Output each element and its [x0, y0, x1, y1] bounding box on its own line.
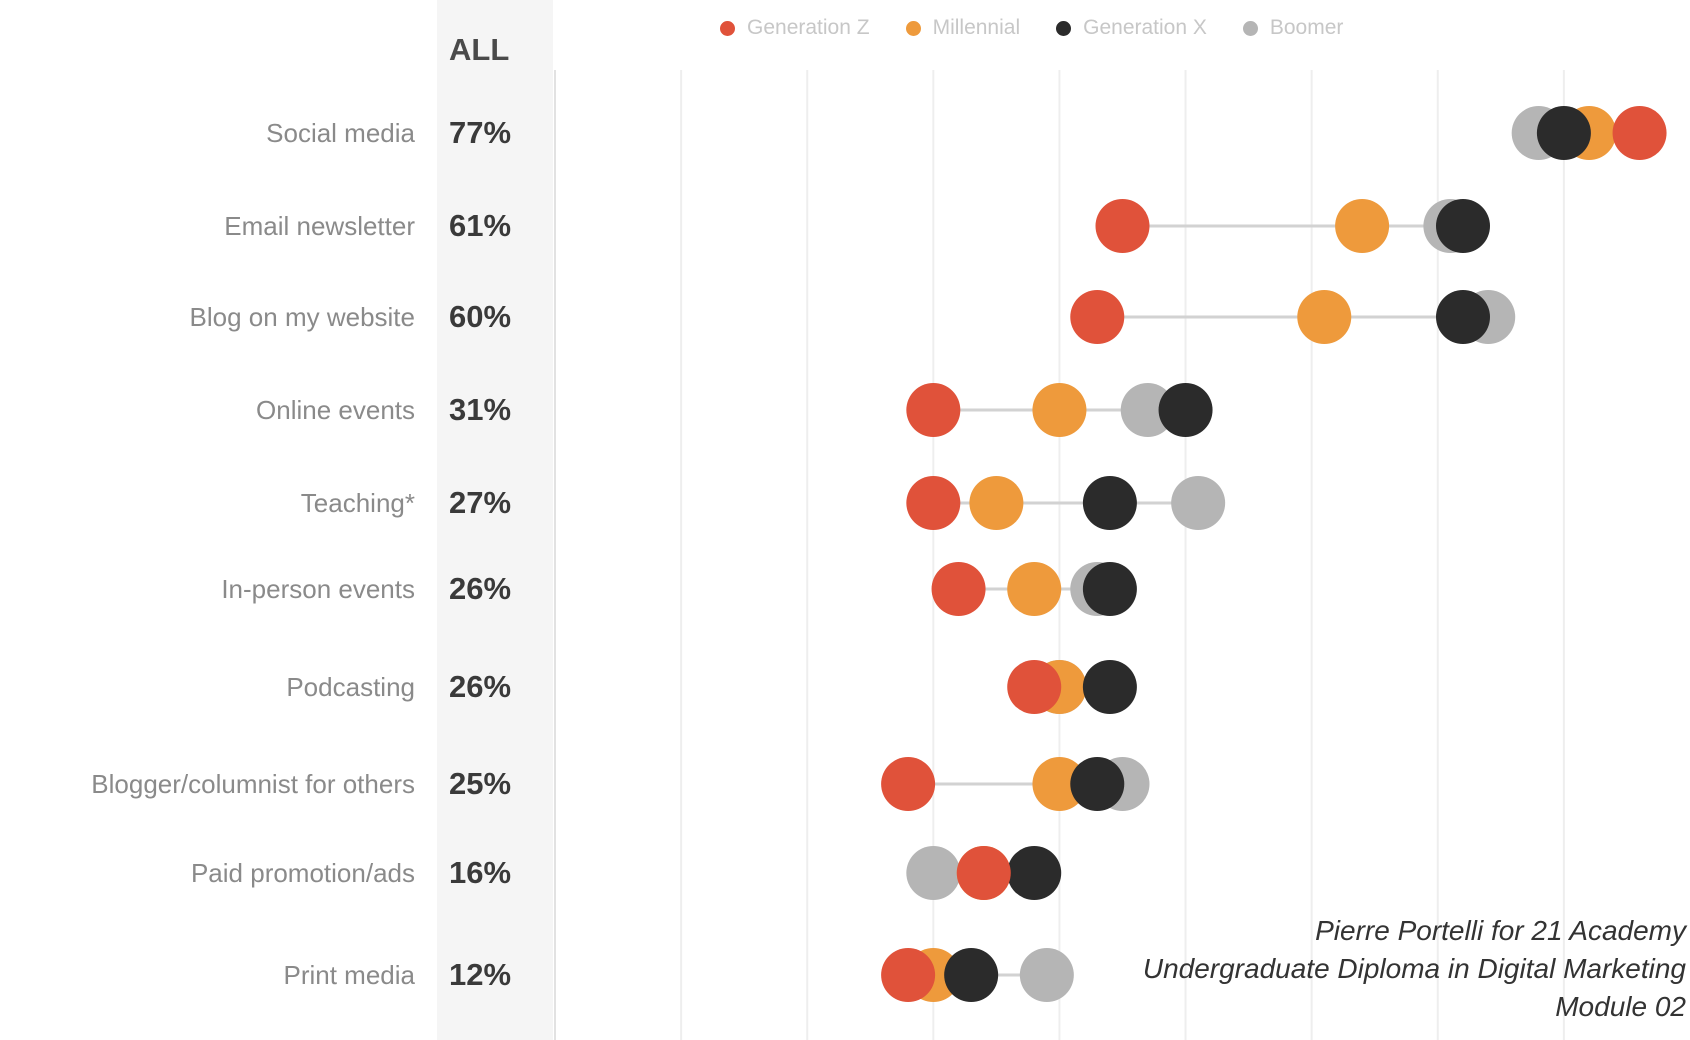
- all-percentage: 77%: [449, 115, 512, 150]
- all-percentage: 61%: [449, 208, 512, 243]
- category-label: Email newsletter: [224, 211, 415, 241]
- legend-item-generation-x[interactable]: Generation X: [1056, 16, 1207, 40]
- dot-generation-x[interactable]: [1070, 757, 1125, 811]
- all-percentage: 26%: [449, 571, 512, 606]
- all-percentage: 25%: [449, 766, 512, 801]
- legend-label: Millennial: [932, 16, 1021, 39]
- legend-swatch-millennial: [905, 20, 921, 36]
- dot-generation-z[interactable]: [1070, 290, 1125, 344]
- category-label: Paid promotion/ads: [190, 858, 415, 888]
- category-label: Print media: [283, 960, 416, 990]
- all-column-panel: [437, 0, 553, 1040]
- dot-boomer[interactable]: [1019, 948, 1074, 1002]
- legend-item-millennial[interactable]: Millennial: [905, 16, 1021, 40]
- category-label: Podcasting: [286, 672, 415, 702]
- dot-generation-z[interactable]: [881, 948, 936, 1002]
- legend: Generation Z Millennial Generation X Boo…: [720, 10, 1343, 46]
- all-percentage: 27%: [449, 485, 512, 520]
- category-label: Teaching*: [300, 488, 415, 518]
- dot-generation-x[interactable]: [1436, 290, 1490, 344]
- legend-swatch-boomer: [1242, 20, 1258, 36]
- all-percentage: 16%: [449, 855, 512, 890]
- dot-boomer[interactable]: [1171, 476, 1226, 530]
- all-percentage: 26%: [449, 669, 512, 704]
- legend-item-generation-z[interactable]: Generation Z: [720, 16, 870, 40]
- dot-generation-x[interactable]: [1082, 660, 1137, 714]
- dot-generation-x[interactable]: [1082, 476, 1137, 530]
- all-percentage: 12%: [449, 957, 512, 992]
- legend-item-boomer[interactable]: Boomer: [1242, 16, 1344, 40]
- dot-generation-x[interactable]: [944, 948, 999, 1002]
- legend-label: Generation Z: [747, 16, 870, 39]
- dot-boomer[interactable]: [1120, 383, 1175, 437]
- legend-label: Boomer: [1269, 16, 1344, 39]
- dot-generation-z[interactable]: [931, 562, 986, 616]
- legend-swatch-generation-z: [720, 20, 735, 36]
- dot-millennial[interactable]: [1297, 290, 1352, 344]
- dot-generation-x[interactable]: [1158, 383, 1213, 437]
- all-column-header: ALL: [449, 32, 510, 67]
- category-label: Blog on my website: [189, 302, 415, 332]
- legend-label: Generation X: [1083, 16, 1207, 39]
- dot-generation-x[interactable]: [1536, 106, 1591, 160]
- dot-boomer[interactable]: [906, 846, 961, 900]
- dot-millennial[interactable]: [1032, 757, 1087, 811]
- category-label: Blogger/columnist for others: [91, 769, 415, 799]
- dot-millennial[interactable]: [969, 476, 1024, 530]
- dot-generation-z[interactable]: [1612, 106, 1667, 160]
- dot-generation-z[interactable]: [956, 846, 1011, 900]
- credit-course: Undergraduate Diploma in Digital Marketi…: [1142, 953, 1686, 984]
- category-label: Online events: [256, 395, 415, 425]
- all-percentage: 60%: [449, 299, 512, 334]
- dot-millennial[interactable]: [1335, 199, 1390, 253]
- dot-generation-x[interactable]: [1082, 562, 1137, 616]
- legend-swatch-generation-x: [1056, 20, 1072, 36]
- credit-module: Module 02: [1555, 991, 1686, 1022]
- dot-generation-z[interactable]: [1007, 660, 1062, 714]
- credits: Pierre Portelli for 21 Academy Undergrad…: [1143, 912, 1686, 1026]
- all-percentage: 31%: [449, 392, 512, 427]
- dot-generation-z[interactable]: [906, 383, 961, 437]
- dot-generation-x[interactable]: [1007, 846, 1062, 900]
- dot-generation-z[interactable]: [881, 757, 936, 811]
- category-label: In-person events: [221, 574, 415, 604]
- dot-millennial[interactable]: [1007, 562, 1062, 616]
- credit-author: Pierre Portelli for 21 Academy: [1315, 915, 1686, 946]
- dot-generation-x[interactable]: [1436, 199, 1490, 253]
- dot-millennial[interactable]: [1032, 383, 1087, 437]
- category-label: Social media: [266, 118, 415, 148]
- dot-generation-z[interactable]: [1095, 199, 1150, 253]
- dot-generation-z[interactable]: [906, 476, 961, 530]
